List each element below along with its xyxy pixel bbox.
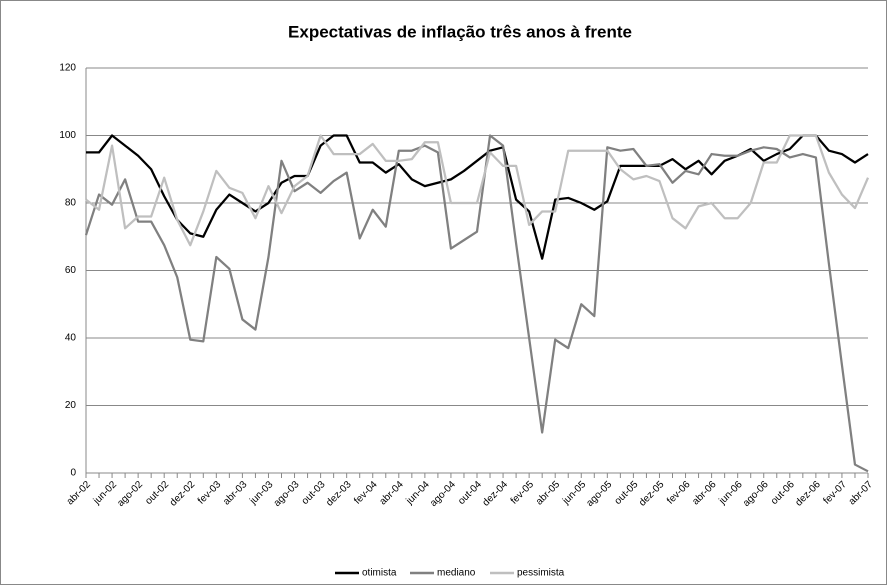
legend-label: pessimista (517, 568, 565, 579)
y-tick-label: 40 (65, 333, 77, 344)
y-tick-label: 20 (65, 400, 77, 411)
chart-title: Expectativas de inflação três anos à fre… (288, 22, 632, 41)
series-line (85, 134, 870, 247)
legend-label: otimista (362, 568, 397, 579)
y-tick-label: 80 (65, 198, 77, 209)
series-line (84, 134, 869, 473)
legend-label: mediano (437, 568, 476, 579)
y-tick-label: 120 (59, 63, 76, 74)
y-tick-label: 60 (65, 265, 77, 276)
y-tick-label: 0 (70, 468, 76, 479)
y-tick-label: 100 (59, 130, 76, 141)
